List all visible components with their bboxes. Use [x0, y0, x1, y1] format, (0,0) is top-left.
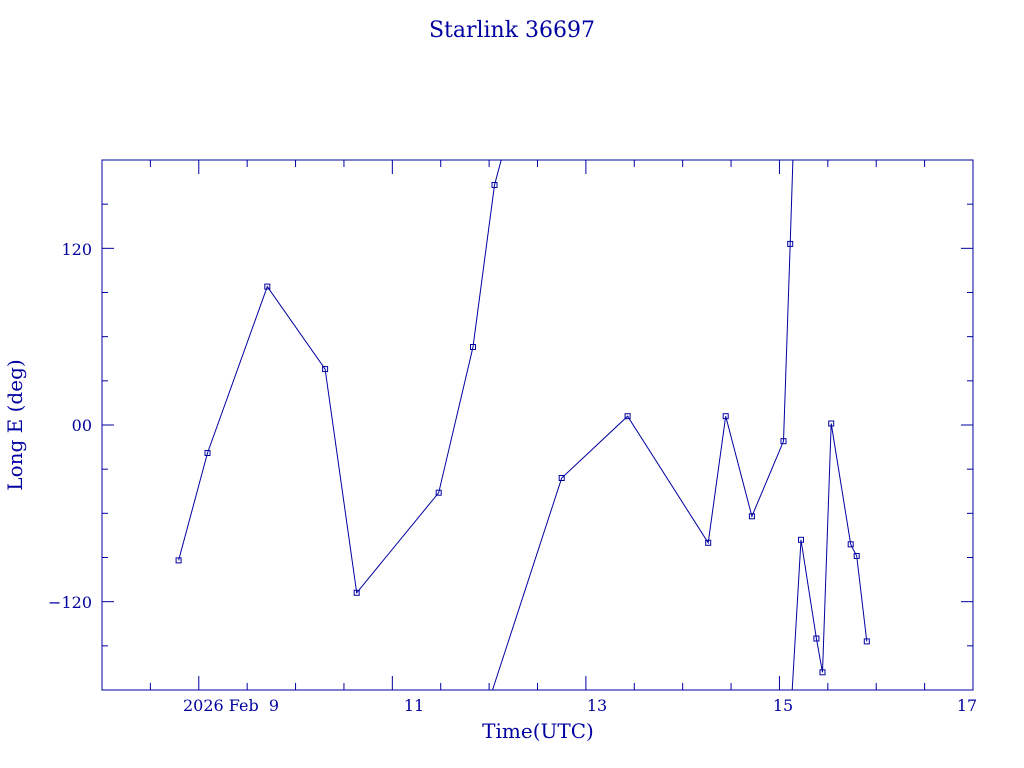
- x-tick-label: 2026 Feb 9: [183, 696, 279, 715]
- data-point: [780, 438, 787, 445]
- series-line: [492, 160, 794, 690]
- data-point: [787, 240, 794, 247]
- axis-ticks: [101, 160, 974, 690]
- data-point: [847, 541, 854, 548]
- y-axis-label: Long E (deg): [3, 359, 27, 490]
- x-tick-label: 13: [587, 696, 607, 715]
- series-line: [178, 160, 502, 594]
- data-point: [353, 589, 360, 596]
- x-axis-label: Time(UTC): [482, 719, 594, 743]
- data-point: [491, 182, 498, 188]
- x-tick-label: 15: [773, 696, 793, 715]
- series-line: [791, 423, 868, 690]
- data-point: [204, 450, 211, 456]
- data-point: [322, 366, 329, 373]
- y-tick-label: 00: [72, 416, 92, 435]
- x-tick-label: 11: [404, 696, 424, 715]
- plot-frame: [101, 159, 974, 691]
- data-point: [264, 283, 271, 290]
- data-point: [853, 553, 860, 559]
- data-point: [748, 513, 755, 520]
- data-point: [819, 669, 826, 676]
- y-tick-label: 120: [61, 240, 92, 259]
- chart-title: Starlink 36697: [429, 18, 595, 43]
- x-tick-label: 17: [957, 696, 977, 715]
- series-layer: [175, 160, 870, 690]
- data-point: [175, 557, 182, 564]
- data-point: [470, 344, 476, 350]
- data-point: [624, 413, 631, 420]
- data-point: [828, 420, 835, 427]
- data-point: [863, 638, 870, 645]
- y-tick-labels: 120 00 −120: [48, 240, 92, 612]
- data-point: [813, 635, 820, 642]
- data-point: [798, 536, 804, 543]
- data-point: [435, 489, 442, 496]
- data-point: [705, 539, 712, 546]
- data-point: [558, 475, 565, 481]
- y-tick-label: −120: [48, 593, 92, 612]
- data-point: [722, 413, 729, 420]
- x-tick-labels: 2026 Feb 9 11 13 15 17: [183, 696, 977, 715]
